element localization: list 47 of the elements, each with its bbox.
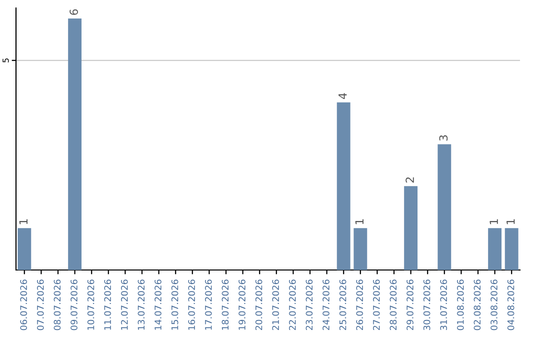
x-tick-label: 07.07.2026: [36, 280, 44, 330]
x-tick-label: 06.07.2026: [20, 280, 28, 330]
data-label: 4: [338, 93, 347, 99]
x-tick-label: 02.08.2026: [474, 280, 481, 330]
bar: [18, 228, 32, 270]
x-tick-label: 11.07.2026: [104, 280, 112, 330]
x-tick-label: 16.07.2026: [188, 280, 196, 330]
x-tick-label: 08.07.2026: [54, 280, 61, 330]
x-tick-label: 01.08.2026: [456, 280, 464, 330]
x-tick-label: 19.07.2026: [238, 280, 246, 330]
data-label: 1: [506, 219, 515, 224]
x-tick-label: 24.07.2026: [322, 280, 330, 330]
x-tick-label: 09.07.2026: [70, 280, 78, 330]
x-tick-label: 14.07.2026: [154, 280, 162, 330]
bar: [404, 186, 418, 270]
x-tick-label: 26.07.2026: [356, 280, 364, 330]
bar: [504, 228, 518, 270]
bar: [354, 228, 368, 270]
x-tick-label: 04.08.2026: [507, 280, 514, 330]
x-tick-label: 18.07.2026: [222, 280, 229, 330]
x-tick-label: 28.07.2026: [390, 280, 397, 330]
x-tick-label: 10.07.2026: [87, 280, 94, 330]
data-label: 3: [439, 135, 448, 141]
data-label: 1: [355, 219, 364, 224]
x-tick-label: 12.07.2026: [120, 280, 128, 330]
x-tick-label: 15.07.2026: [171, 280, 178, 330]
bar: [438, 144, 452, 270]
x-tick-label: 22.07.2026: [288, 280, 296, 330]
x-tick-label: 29.07.2026: [406, 280, 414, 330]
x-tick-label: 21.07.2026: [272, 280, 280, 330]
x-tick-label: 20.07.2026: [255, 280, 262, 330]
x-tick-label: 03.08.2026: [490, 280, 498, 330]
bar: [336, 102, 350, 270]
x-tick-label: 27.07.2026: [372, 280, 380, 330]
x-tick-label: 17.07.2026: [204, 280, 212, 330]
x-tick-label: 13.07.2026: [138, 280, 145, 330]
data-label: 1: [19, 219, 28, 224]
data-label: 1: [490, 219, 498, 224]
data-label: 6: [70, 9, 78, 15]
x-tick-label: 25.07.2026: [339, 280, 346, 330]
x-tick-label: 23.07.2026: [306, 280, 313, 330]
data-label: 2: [406, 177, 414, 183]
bar: [68, 18, 82, 270]
x-tick-label: 31.07.2026: [440, 280, 448, 330]
x-tick-label: 30.07.2026: [423, 280, 430, 330]
y-tick-label: 5: [2, 58, 9, 62]
bar: [488, 228, 502, 270]
